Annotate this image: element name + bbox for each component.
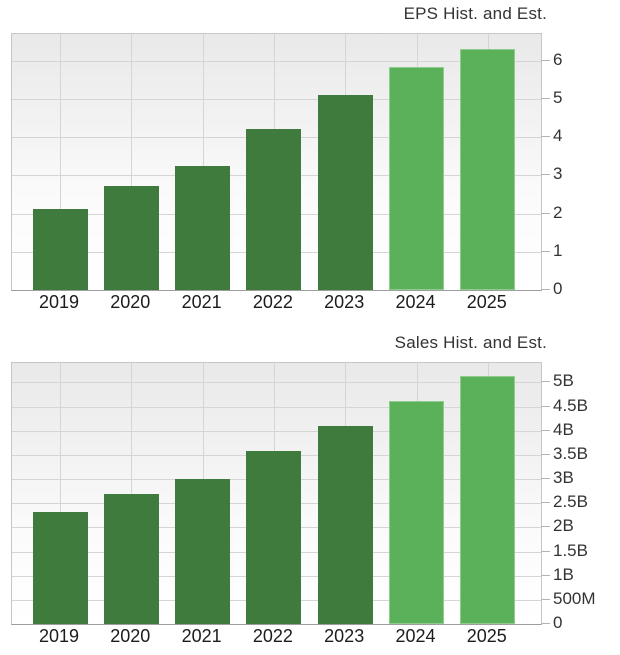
bar-2025-estimate <box>460 376 516 624</box>
y-tick-mark <box>541 453 550 455</box>
y-tick-mark <box>541 59 550 61</box>
y-tick-label: 2B <box>553 516 574 536</box>
x-tick-label-2024: 2024 <box>395 292 436 312</box>
y-tick-label: 1.5B <box>553 540 588 560</box>
y-tick-label: 4 <box>553 126 563 146</box>
eps-chart-title: EPS Hist. and Est. <box>403 4 547 23</box>
y-tick-mark <box>541 174 550 176</box>
x-tick-label-2023: 2023 <box>324 292 365 312</box>
y-tick-label: 0 <box>553 279 563 298</box>
y-tick-mark <box>541 550 550 552</box>
bar-2024-estimate <box>389 401 444 624</box>
bar-2021-historical <box>175 479 231 624</box>
y-tick-label: 2.5B <box>553 492 588 512</box>
y-tick-label: 2 <box>553 202 563 222</box>
bar-2022-historical <box>246 451 302 624</box>
y-tick-mark <box>541 212 550 214</box>
bar-2019-historical <box>32 512 88 624</box>
x-tick-label-2022: 2022 <box>252 626 293 646</box>
bar-2022-historical <box>246 129 302 290</box>
x-tick-label-2021: 2021 <box>181 626 222 646</box>
y-tick-mark <box>541 405 550 407</box>
bar-2020-historical <box>103 494 159 624</box>
x-tick-label-2021: 2021 <box>181 292 222 312</box>
bar-2025-estimate <box>460 48 516 290</box>
x-tick-label-2020: 2020 <box>110 292 151 312</box>
y-tick-mark <box>541 526 550 528</box>
y-tick-mark <box>541 381 550 383</box>
y-tick-label: 3.5B <box>553 443 588 463</box>
y-tick-mark <box>541 574 550 576</box>
vgridline-2019 <box>60 34 61 290</box>
y-tick-label: 0 <box>553 613 563 632</box>
y-tick-label: 5B <box>553 371 574 391</box>
x-tick-label-2025: 2025 <box>466 626 507 646</box>
y-tick-mark <box>541 289 550 290</box>
gridline-5 <box>12 98 541 100</box>
y-tick-mark <box>541 97 550 99</box>
x-tick-label-2020: 2020 <box>110 626 151 646</box>
vgridline-2020 <box>131 34 133 290</box>
bar-2019-historical <box>32 209 88 290</box>
bar-2024-estimate <box>389 66 444 290</box>
y-tick-label: 500M <box>553 588 596 608</box>
vgridline-2020 <box>131 363 133 624</box>
y-tick-label: 1B <box>553 564 574 584</box>
y-tick-mark <box>541 136 550 138</box>
eps-chart: EPS Hist. and Est. 0 1 2 3 4 5 6 2019 2020 2021 20… <box>0 0 620 324</box>
gridline-4.5B <box>12 406 541 408</box>
y-tick-label: 6 <box>553 49 563 69</box>
gridline-4B <box>12 430 541 432</box>
x-tick-label-2023: 2023 <box>324 626 365 646</box>
x-tick-label-2019: 2019 <box>38 626 80 646</box>
y-tick-mark <box>541 429 550 431</box>
y-tick-label: 5 <box>553 87 563 107</box>
x-tick-label-2025: 2025 <box>466 292 507 312</box>
x-tick-label-2022: 2022 <box>252 292 293 312</box>
x-tick-label-2019: 2019 <box>38 292 80 312</box>
sales-chart-title: Sales Hist. and Est. <box>394 333 547 352</box>
vgridline-2021 <box>202 34 204 290</box>
y-tick-mark <box>541 250 550 252</box>
y-tick-label: 3 <box>553 164 563 184</box>
x-tick-label-2024: 2024 <box>395 626 436 646</box>
bar-2023-historical <box>317 425 373 624</box>
vgridline-2019 <box>60 363 61 624</box>
y-tick-label: 4B <box>553 419 574 439</box>
sales-plot-area <box>11 362 542 625</box>
bar-2021-historical <box>175 165 231 290</box>
y-tick-label: 3B <box>553 468 574 487</box>
y-tick-mark <box>541 623 550 624</box>
bar-2023-historical <box>317 94 373 290</box>
y-tick-mark <box>541 502 550 504</box>
bar-2020-historical <box>103 185 159 290</box>
y-tick-label: 4.5B <box>553 395 588 415</box>
y-tick-label: 1 <box>553 240 563 260</box>
gridline-6 <box>12 60 541 62</box>
y-tick-mark <box>541 598 550 600</box>
gridline-5B <box>12 382 541 384</box>
y-tick-mark <box>541 478 550 479</box>
sales-chart: Sales Hist. and Est. 0 500M 1B 1.5B 2B 2.5B 3B… <box>0 329 620 655</box>
eps-plot-area <box>11 33 542 291</box>
